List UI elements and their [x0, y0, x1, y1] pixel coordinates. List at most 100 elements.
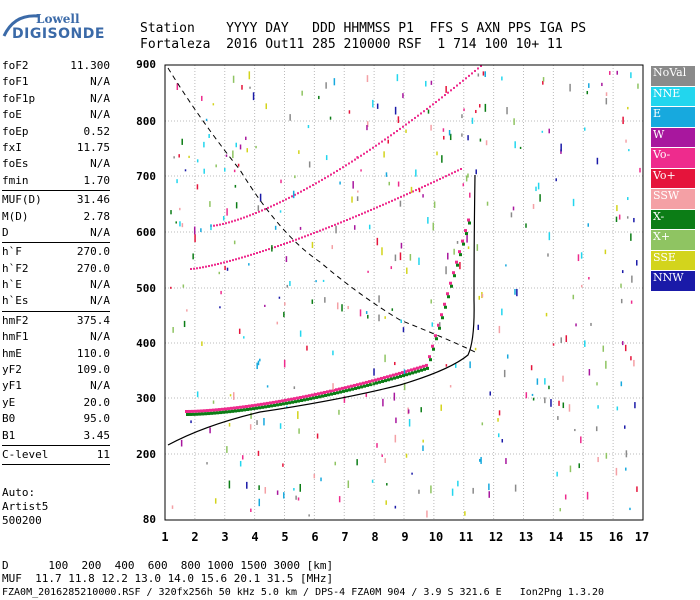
echo-point — [362, 381, 365, 385]
echo-point — [447, 295, 450, 299]
echo-point — [383, 376, 386, 380]
echo-point — [259, 251, 261, 254]
echo-point — [395, 372, 398, 376]
echo-point — [246, 407, 249, 411]
echo-point — [625, 450, 628, 458]
echo-point — [425, 363, 428, 367]
echo-point — [548, 128, 550, 134]
echo-point — [590, 322, 592, 326]
echo-point — [442, 176, 444, 179]
echo-point — [285, 198, 287, 201]
echo-point — [282, 199, 284, 202]
echo-point — [274, 246, 276, 249]
echo-point — [477, 73, 480, 77]
echo-point — [365, 380, 368, 384]
echo-point — [347, 480, 350, 489]
echo-point — [209, 427, 211, 434]
echo-point — [351, 160, 353, 163]
param-row: fxI 11.75 — [2, 140, 110, 154]
echo-point — [373, 368, 375, 376]
echo-point — [348, 388, 351, 392]
echo-point — [453, 274, 456, 278]
legend-item-e: E — [651, 107, 695, 127]
echo-point — [418, 489, 420, 494]
echo-point — [210, 224, 212, 231]
echo-point — [176, 83, 179, 90]
echo-point — [478, 104, 481, 108]
echo-point — [397, 116, 400, 123]
echo-point — [435, 337, 438, 341]
echo-point — [277, 245, 279, 248]
echo-point — [300, 398, 303, 402]
echo-point — [286, 284, 289, 288]
echo-point — [248, 71, 251, 80]
echo-point — [354, 158, 356, 161]
echo-point — [484, 103, 487, 112]
echo-point — [399, 200, 402, 207]
echo-point — [430, 80, 433, 85]
echo-point — [371, 379, 374, 383]
echo-point — [297, 192, 299, 195]
echo-point — [211, 264, 213, 267]
echo-point — [467, 218, 470, 222]
echo-point — [402, 327, 405, 333]
echo-point — [279, 402, 282, 406]
echo-point — [324, 177, 326, 180]
echo-point — [426, 510, 428, 518]
echo-point — [556, 471, 558, 477]
echo-point — [207, 412, 210, 416]
echo-point — [356, 196, 359, 202]
echo-point — [324, 393, 327, 397]
echo-point — [442, 128, 445, 132]
echo-point — [183, 320, 186, 328]
echo-point — [481, 422, 484, 426]
echo-point — [537, 182, 540, 190]
echo-point — [505, 458, 507, 465]
echo-point — [308, 394, 311, 398]
echo-point — [285, 256, 288, 262]
echo-point — [322, 228, 324, 231]
echo-point — [338, 409, 340, 415]
echo-point — [438, 98, 440, 101]
echo-point — [347, 385, 350, 389]
echo-point — [246, 215, 248, 218]
echo-point — [194, 234, 196, 243]
echo-point — [548, 385, 550, 390]
echo-point — [584, 127, 586, 131]
echo-point — [335, 388, 338, 392]
echo-point — [433, 201, 436, 208]
echo-point — [278, 399, 281, 403]
echo-point — [248, 263, 250, 266]
footer-muf-row: MUF 11.7 11.8 12.2 13.0 14.0 15.6 20.1 3… — [2, 572, 334, 585]
echo-point — [226, 208, 228, 216]
echo-point — [588, 276, 590, 280]
param-row: hmF2 375.4 — [2, 313, 110, 327]
legend-item-vo-minus: Vo- — [651, 148, 695, 168]
echo-point — [208, 265, 210, 268]
echo-point — [514, 288, 516, 295]
echo-point — [238, 257, 240, 260]
echo-point — [564, 494, 567, 500]
echo-point — [430, 485, 432, 494]
echo-point — [222, 410, 225, 414]
echo-point — [276, 490, 279, 495]
echo-point — [620, 283, 622, 288]
echo-point — [394, 505, 397, 509]
echo-point — [357, 190, 359, 193]
echo-point — [616, 70, 618, 75]
echo-point — [535, 186, 537, 192]
echo-point — [234, 184, 237, 188]
echo-point — [539, 194, 541, 202]
echo-point — [480, 65, 482, 67]
echo-point — [368, 224, 371, 230]
x-tick-label: 10 — [428, 530, 444, 544]
echo-point — [339, 168, 341, 171]
echo-point — [267, 404, 270, 408]
echo-point — [555, 178, 557, 182]
echo-point — [422, 194, 424, 198]
echo-point — [385, 202, 387, 205]
echo-point — [231, 220, 233, 223]
y-tick-label: 800 — [136, 115, 156, 128]
echo-point — [336, 169, 338, 172]
echo-point — [433, 180, 435, 183]
